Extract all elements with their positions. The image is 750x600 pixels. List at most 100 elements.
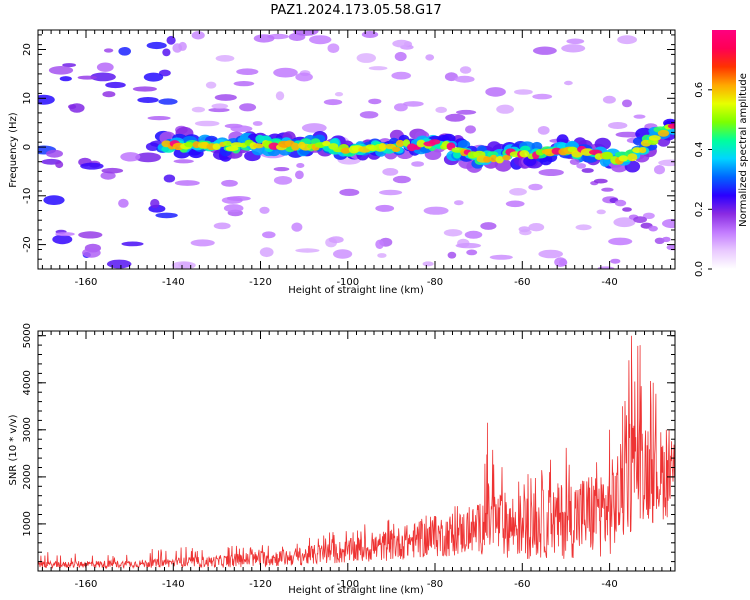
spectrogram-xtick-label: -80: [427, 277, 443, 288]
heatmap-cell-143: [435, 106, 448, 113]
heatmap-cell-20: [394, 103, 408, 112]
heatmap-cell-74: [368, 66, 388, 71]
heatmap-cell-137: [295, 170, 304, 180]
heatmap-cell-79: [143, 72, 164, 82]
heatmap-cell-121: [120, 152, 141, 162]
heatmap-cell-77: [608, 122, 628, 129]
spectrogram-ytick-label: 20: [22, 43, 33, 56]
heatmap-cell-124: [575, 224, 592, 231]
heatmap-cell-595: [648, 225, 658, 232]
heatmap-cell-570: [602, 151, 613, 160]
snr-xtick-label: -100: [336, 579, 359, 590]
heatmap-cell-360: [531, 141, 543, 151]
heatmap-cell-100: [532, 93, 553, 100]
heatmap-cell-80: [121, 241, 144, 247]
heatmap-cell-584: [576, 163, 587, 169]
heatmap-cell-32: [654, 165, 665, 175]
heatmap-cell-54: [96, 62, 114, 72]
snr-xtick-label: -160: [75, 579, 98, 590]
heatmap-cell-156: [82, 247, 101, 258]
heatmap-cell-12: [162, 48, 171, 57]
heatmap-cell-131: [150, 198, 160, 209]
heatmap-cell-129: [422, 261, 434, 267]
heatmap-cell-67: [132, 86, 157, 92]
heatmap-cell-123: [163, 174, 176, 183]
heatmap-cell-69: [485, 87, 506, 97]
snr-xtick-label: -40: [601, 579, 617, 590]
heatmap-cell-82: [208, 107, 230, 113]
heatmap-cell-188: [296, 163, 305, 168]
heatmap-cell-48: [454, 75, 475, 83]
heatmap-cell-47: [90, 72, 116, 82]
snr-xlabel: Height of straight line (km): [288, 585, 424, 596]
heatmap-cell-173: [509, 188, 527, 196]
heatmap-cell-30: [301, 123, 327, 133]
heatmap-cell-527: [378, 143, 387, 150]
heatmap-cell-78: [379, 189, 403, 196]
heatmap-cell-169: [554, 257, 567, 267]
heatmap-cell-86: [239, 103, 257, 112]
heatmap-cell-157: [496, 104, 514, 114]
heatmap-cell-116: [80, 162, 104, 170]
heatmap-cell-145: [339, 188, 360, 196]
heatmap-cell-108: [226, 196, 251, 201]
heatmap-cell-359: [523, 156, 537, 167]
heatmap-cell-516: [322, 140, 331, 147]
heatmap-cell-530: [395, 139, 405, 148]
heatmap-cell-550: [502, 154, 511, 161]
heatmap-cell-573: [618, 155, 629, 162]
heatmap-cell-75: [259, 247, 274, 258]
heatmap-cell-510: [291, 142, 300, 151]
snr-background: [38, 331, 675, 571]
spectrogram-ytick-label: -20: [22, 236, 33, 252]
heatmap-cell-120: [566, 38, 585, 45]
heatmap-cell-118: [103, 48, 114, 53]
snr-ytick-label: 1000: [22, 511, 33, 536]
heatmap-cell-537: [428, 139, 441, 145]
heatmap-cell-66: [118, 198, 129, 208]
heatmap-cell-591: [622, 207, 632, 212]
colorbar-ticks: 0.0 0.2 0.4 0.6: [694, 82, 712, 277]
heatmap-cell-176: [77, 75, 98, 80]
heatmap-cell-52: [443, 229, 463, 237]
heatmap-cell-42: [230, 125, 253, 132]
heatmap-cell-166: [615, 131, 640, 138]
heatmap-cell-598: [666, 244, 675, 251]
heatmap-cell-41: [391, 71, 412, 80]
heatmap-cell-159: [174, 180, 200, 186]
spectrogram-heatmap: [38, 30, 675, 269]
snr-xtick-label: -60: [514, 579, 530, 590]
heatmap-cell-96: [622, 99, 632, 108]
spectrogram-xtick-label: -100: [336, 277, 359, 288]
colorbar-tick-label: 0.4: [694, 142, 705, 158]
heatmap-cell-88: [135, 152, 162, 163]
heatmap-cell-529: [391, 146, 401, 152]
heatmap-cell-60: [221, 179, 238, 187]
heatmap-cell-549: [495, 156, 504, 164]
heatmap-cell-111: [465, 125, 476, 134]
heatmap-cell-174: [213, 222, 231, 230]
heatmap-cell-62: [262, 231, 276, 239]
heatmap-cell-94: [505, 200, 525, 208]
heatmap-cell-579: [648, 135, 661, 141]
heatmap-cell-71: [309, 35, 332, 45]
heatmap-cell-126: [173, 159, 194, 164]
snr-xtick-label: -120: [249, 579, 272, 590]
heatmap-cell-10: [295, 72, 313, 82]
heatmap-cell-43: [59, 76, 72, 82]
heatmap-cell-98: [561, 44, 586, 53]
heatmap-cell-102: [533, 46, 557, 55]
heatmap-cell-63: [538, 169, 564, 176]
heatmap-cell-45: [368, 98, 382, 105]
heatmap-cell-106: [46, 149, 63, 158]
heatmap-cell-151: [178, 41, 187, 51]
heatmap-cell-3: [102, 91, 116, 98]
heatmap-cell-554: [519, 150, 530, 158]
heatmap-cell-172: [423, 206, 449, 215]
heatmap-cell-171: [106, 259, 132, 269]
heatmap-cell-89: [617, 35, 637, 45]
heatmap-cell-178: [194, 120, 220, 127]
snr-ticks: -160 -140 -120 -100 -80 -60 -40 1000 2000 3000 400…: [22, 323, 675, 590]
snr-xtick-label: -80: [427, 579, 443, 590]
